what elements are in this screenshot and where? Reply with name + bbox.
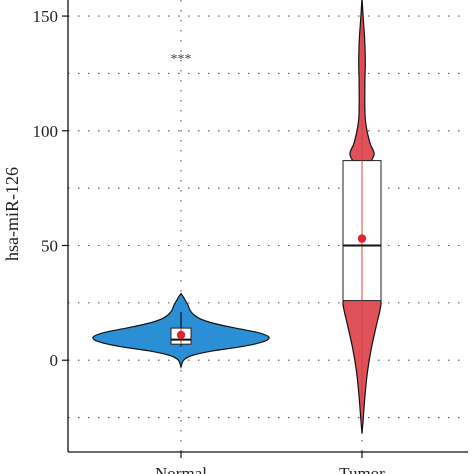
mean-point-normal [176,330,186,340]
significance-annotation: *** [171,52,192,67]
y-tick-label: 0 [50,351,59,370]
y-tick-label: 150 [33,7,59,26]
y-axis-label: hsa-miR-126 [2,167,22,261]
y-tick-label: 50 [41,237,58,256]
x-tick-label-normal: Normal [155,464,207,474]
violins [92,0,382,434]
axes: 0 50 100 150 Normal Tumor [33,0,468,474]
mean-point-tumor [357,234,367,243]
boxplots [170,16,382,407]
grid-lines [68,0,468,452]
x-tick-label-tumor: Tumor [339,464,385,474]
y-tick-label: 100 [33,122,59,141]
